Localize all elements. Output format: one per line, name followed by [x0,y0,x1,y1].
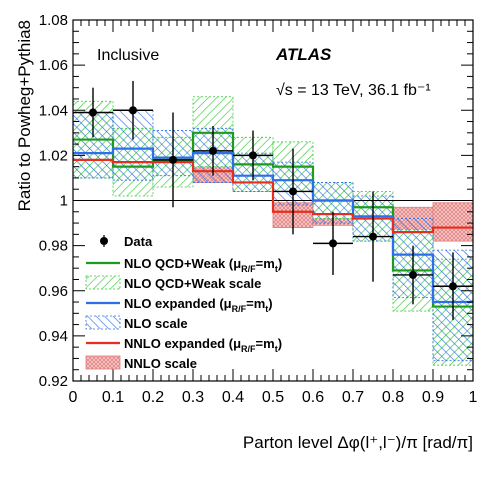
data-point [329,239,337,248]
legend-label: NLO expanded (μR/F=mt) [124,296,273,314]
y-axis-label: Ratio to Powheg+Pythia8 [15,20,34,211]
legend-band-key [85,315,121,330]
data-point [89,108,97,117]
y-tick-label: 0.98 [39,238,68,255]
annotation-energy: √s = 13 TeV, 36.1 fb⁻¹ [276,82,431,99]
legend: Data NLO QCD+Weak (μR/F=mt) NLO QCD+Weak s… [85,234,282,371]
annotation-region: Inclusive [97,47,159,64]
legend-entry: NNLO scale [85,355,197,371]
x-tick-label: 0.3 [182,389,204,406]
data-point [249,151,257,160]
data-point [289,187,297,196]
annotation-experiment: ATLAS [275,45,332,64]
legend-band-key [85,355,121,370]
x-axis-label: Parton level Δφ(l⁺,l⁻)/π [rad/π] [243,433,473,452]
data-point [169,155,177,164]
legend-entry: Data [100,234,153,249]
legend-entry: NLO QCD+Weak scale [85,275,261,291]
x-tick-label: 0.9 [422,389,444,406]
y-tick-label: 0.96 [39,283,68,300]
y-tick-label: 1.04 [39,102,68,119]
legend-entry: NLO QCD+Weak (μR/F=mt) [86,256,282,274]
legend-entry: NLO expanded (μR/F=mt) [86,296,273,314]
data-point [209,146,217,155]
legend-entry: NLO scale [85,315,188,331]
legend-label: Data [124,234,153,249]
x-tick-label: 0.8 [382,389,404,406]
x-tick-label: 0 [69,389,78,406]
x-tick-label: 0.7 [342,389,364,406]
data-point [369,232,377,241]
legend-band-key [85,275,121,290]
y-tick-label: 1.02 [39,147,68,164]
y-tick-label: 1.08 [39,12,68,29]
band-nnlo-bin-9 [432,202,473,242]
nnlo-expanded-line [73,158,473,234]
legend-entry: NNLO expanded (μR/F=mt) [86,336,282,354]
nlo-expanded-line [73,147,473,304]
prediction-lines [73,131,473,308]
legend-label: NLO QCD+Weak (μR/F=mt) [124,256,282,274]
x-tick-label: 0.1 [102,389,124,406]
y-tick-label: 0.94 [39,328,68,345]
x-tick-label: 0.2 [142,389,164,406]
legend-label: NLO scale [124,316,188,331]
data-point [449,282,457,291]
nlo-qcd-weak-line [73,131,473,308]
x-tick-label: 0.5 [262,389,284,406]
data-point [409,270,417,279]
legend-label: NNLO scale [124,356,197,371]
axis-ticks: 0 0.1 0.2 0.3 0.4 0.5 0.6 0.7 0.8 0.9 1 0.92 0.94 0.9… [39,12,478,406]
y-tick-label: 1.06 [39,57,68,74]
y-tick-label: 0.92 [39,373,68,390]
y-tick-label: 1 [60,193,68,210]
x-tick-label: 0.4 [222,389,244,406]
legend-label: NLO QCD+Weak scale [124,276,261,291]
legend-label: NNLO expanded (μR/F=mt) [124,336,282,354]
x-tick-label: 1 [469,389,478,406]
data-points [73,80,473,321]
data-point [129,106,137,115]
x-tick-label: 0.6 [302,389,324,406]
